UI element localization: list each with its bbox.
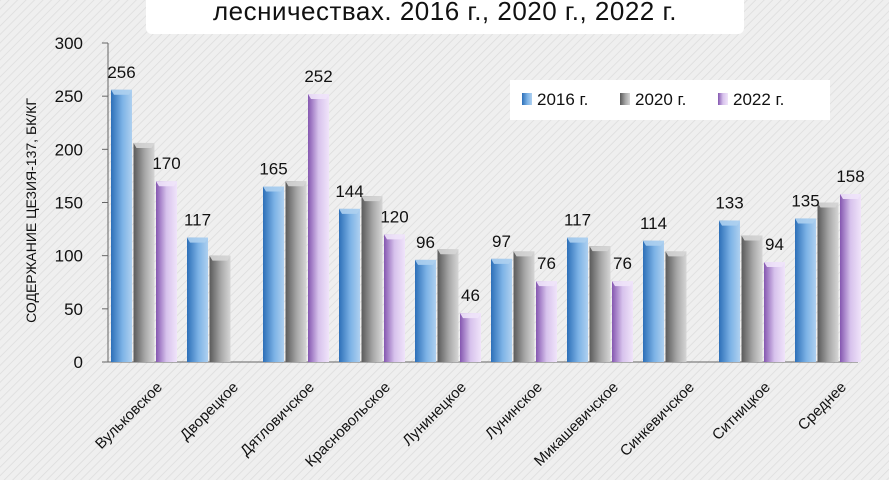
legend-swatch-2016 xyxy=(522,93,532,105)
bar-2016 xyxy=(719,220,740,362)
bar-2020 xyxy=(133,142,155,362)
y-axis-label: СОДЕРЖАНИЕ ЦЕЗИЯ-137, БК/КГ xyxy=(23,98,39,323)
bar-2022 xyxy=(840,193,861,362)
legend-swatch-2020 xyxy=(620,93,630,105)
bar-2016 xyxy=(567,237,588,362)
legend-swatch-2022 xyxy=(718,93,728,105)
bar-2020 xyxy=(817,202,839,362)
y-tick-label: 150 xyxy=(55,194,83,213)
bar-top-bevel xyxy=(719,220,740,226)
y-tick-label: 200 xyxy=(55,140,83,159)
bar-top-bevel xyxy=(567,237,588,243)
bar-top-bevel xyxy=(263,186,284,192)
bar-2016 xyxy=(339,208,360,362)
bar-top-bevel xyxy=(536,281,557,287)
bar-2016 xyxy=(111,89,132,362)
bar-2022 xyxy=(156,181,177,362)
data-label: 135 xyxy=(791,191,819,210)
bar-2022 xyxy=(536,281,557,362)
data-label: 117 xyxy=(564,211,591,230)
bar-2022 xyxy=(308,94,329,362)
bar-top-bevel xyxy=(415,259,436,265)
bar-top-bevel xyxy=(491,258,512,264)
bar-top-bevel xyxy=(612,281,633,287)
bar-top-bevel xyxy=(741,235,763,241)
data-label: 170 xyxy=(152,154,180,173)
bar-top-bevel xyxy=(795,218,816,224)
bar-top-bevel xyxy=(513,251,535,257)
bar-top-bevel xyxy=(111,89,132,95)
bar-2020 xyxy=(361,196,383,362)
bar-top-bevel xyxy=(285,181,307,187)
chart-title-box: лесничествах. 2016 г., 2020 г., 2022 г. xyxy=(146,0,744,34)
bar-2020 xyxy=(741,235,763,362)
bar-top-bevel xyxy=(589,246,611,252)
bar-top-bevel xyxy=(764,262,785,268)
y-tick-label: 100 xyxy=(55,247,83,266)
bar-top-bevel xyxy=(437,249,459,255)
data-label: 117 xyxy=(184,211,211,230)
bar-2022 xyxy=(384,234,405,362)
bar-top-bevel xyxy=(384,234,405,240)
data-label: 76 xyxy=(537,254,556,273)
bar-2016 xyxy=(263,186,284,362)
legend-entry: 2022 г. xyxy=(733,90,784,109)
data-label: 252 xyxy=(304,67,332,86)
bar-2020 xyxy=(513,251,535,362)
y-tick-label: 250 xyxy=(55,87,83,106)
bar-2020 xyxy=(437,249,459,362)
data-label: 165 xyxy=(259,160,287,179)
data-label: 158 xyxy=(836,167,864,186)
data-label: 76 xyxy=(613,254,632,273)
bar-2016 xyxy=(795,218,816,362)
legend-entry: 2020 г. xyxy=(635,90,686,109)
bar-2022 xyxy=(764,262,785,362)
bar-2022 xyxy=(612,281,633,362)
data-label: 256 xyxy=(107,63,135,82)
bar-top-bevel xyxy=(156,181,177,187)
data-label: 114 xyxy=(640,214,667,233)
bar-top-bevel xyxy=(817,202,839,208)
bar-2022 xyxy=(460,313,481,362)
bar-top-bevel xyxy=(361,196,383,202)
bar-top-bevel xyxy=(840,193,861,199)
data-label: 133 xyxy=(715,194,743,213)
chart-title: лесничествах. 2016 г., 2020 г., 2022 г. xyxy=(212,0,678,26)
y-tick-label: 0 xyxy=(74,353,83,372)
data-label: 144 xyxy=(335,182,363,201)
legend-box xyxy=(510,80,830,120)
data-label: 96 xyxy=(416,233,435,252)
y-tick-label: 50 xyxy=(64,300,83,319)
bar-top-bevel xyxy=(133,142,155,148)
bar-top-bevel xyxy=(339,208,360,214)
bar-2016 xyxy=(187,237,208,362)
bar-2020 xyxy=(209,255,231,362)
bar-2020 xyxy=(285,181,307,362)
bar-2016 xyxy=(415,259,436,362)
bar-top-bevel xyxy=(209,255,231,261)
bar-top-bevel xyxy=(460,313,481,319)
bar-top-bevel xyxy=(308,94,329,100)
bar-2020 xyxy=(665,251,687,362)
bar-2016 xyxy=(643,240,664,362)
data-label: 97 xyxy=(492,232,511,251)
bar-top-bevel xyxy=(187,237,208,243)
data-label: 94 xyxy=(765,235,784,254)
legend-entry: 2016 г. xyxy=(537,90,588,109)
bar-top-bevel xyxy=(665,251,687,257)
bar-2016 xyxy=(491,258,512,362)
bar-2020 xyxy=(589,246,611,362)
y-tick-label: 300 xyxy=(55,34,83,53)
data-label: 46 xyxy=(461,286,480,305)
bar-top-bevel xyxy=(643,240,664,246)
data-label: 120 xyxy=(380,207,408,226)
